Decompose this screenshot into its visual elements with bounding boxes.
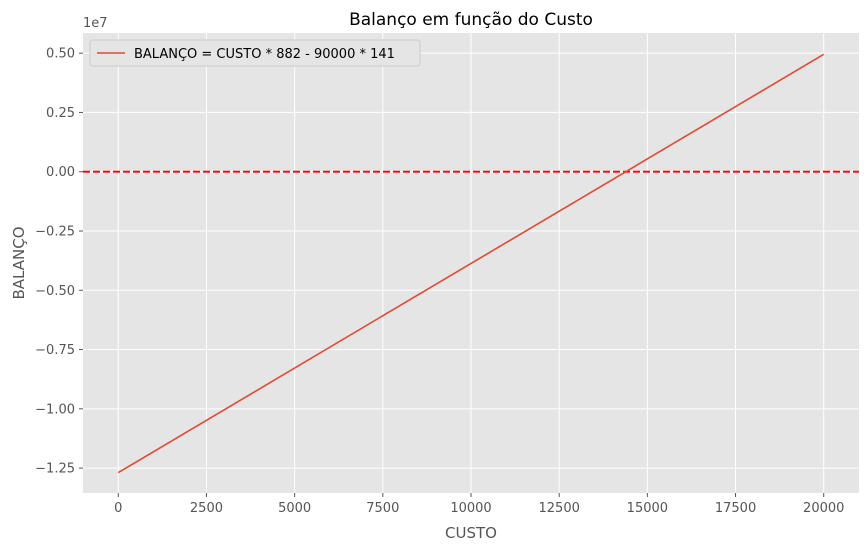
y-tick-label: 0.25 <box>46 106 75 121</box>
y-tick-label: 0.50 <box>46 47 75 62</box>
x-tick-label: 2500 <box>190 501 223 516</box>
y-tick-label: −1.00 <box>35 402 75 417</box>
x-tick-label: 15000 <box>627 501 668 516</box>
grid <box>83 33 859 493</box>
series-line <box>117 53 825 474</box>
y-axis-label: BALANÇO <box>10 226 28 299</box>
x-axis-ticks: 0 2500 5000 7500 10000 12500 15000 17500 20000 <box>114 493 844 516</box>
y-axis-ticks: 0.50 0.25 0.00 −0.25 −0.50 −0.75 −1.00 −1.25 <box>35 47 83 477</box>
y-tick-label: −0.50 <box>35 284 75 299</box>
x-tick-label: 5000 <box>278 501 311 516</box>
y-tick-label: 0.00 <box>46 165 75 180</box>
x-tick-label: 20000 <box>803 501 844 516</box>
x-tick-label: 17500 <box>715 501 756 516</box>
x-tick-label: 0 <box>114 501 122 516</box>
legend: BALANÇO = CUSTO * 882 - 90000 * 141 <box>89 39 421 67</box>
y-tick-label: −0.75 <box>35 343 75 358</box>
y-tick-label: −1.25 <box>35 462 75 477</box>
legend-box <box>89 39 421 67</box>
legend-label: BALANÇO = CUSTO * 882 - 90000 * 141 <box>134 47 395 62</box>
x-tick-label: 12500 <box>539 501 580 516</box>
y-tick-label: −0.25 <box>35 224 75 239</box>
y-axis-offset-label: 1e7 <box>83 16 108 31</box>
x-tick-label: 7500 <box>366 501 399 516</box>
x-tick-label: 10000 <box>450 501 491 516</box>
chart-title: Balanço em função do Custo <box>349 10 593 30</box>
series <box>117 53 825 474</box>
x-axis-label: CUSTO <box>445 524 497 542</box>
